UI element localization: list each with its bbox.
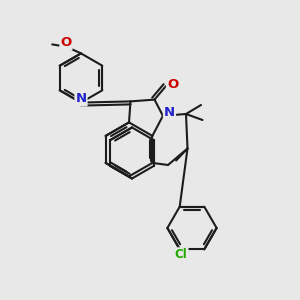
Text: O: O — [60, 36, 72, 49]
Text: Cl: Cl — [175, 248, 188, 261]
Text: N: N — [164, 106, 175, 119]
Text: O: O — [167, 78, 178, 91]
Text: N: N — [75, 92, 87, 106]
